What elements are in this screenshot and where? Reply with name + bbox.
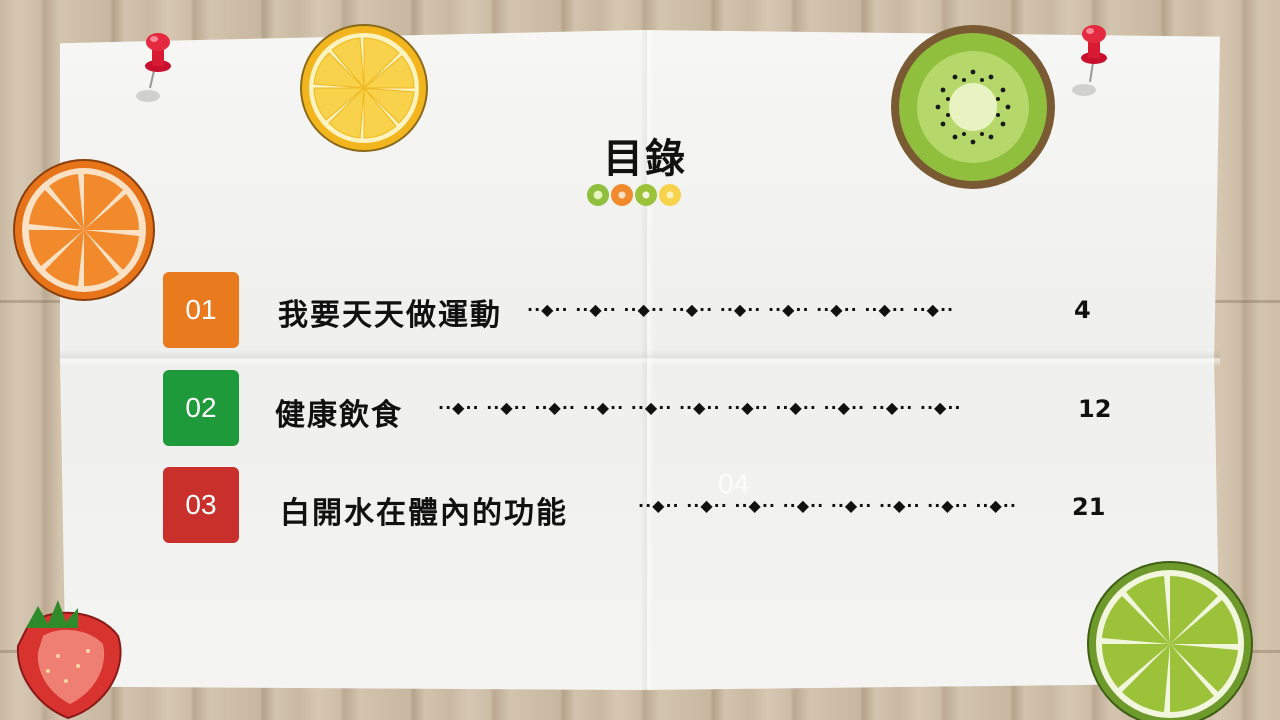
toc-number-01[interactable]: 01 <box>163 272 239 348</box>
toc-item-label[interactable]: 白開水在體內的功能 <box>280 496 568 531</box>
lime-slice-icon <box>635 184 657 206</box>
lemon-slice-icon <box>659 184 681 206</box>
orange-slice-icon <box>13 159 155 301</box>
lemon-slice-icon <box>300 24 428 152</box>
toc-item-label[interactable]: 健康飲食 <box>275 398 403 433</box>
push-pin-icon <box>136 33 171 102</box>
ghost-number-04: 04 <box>718 468 750 499</box>
toc-page-number: 4 <box>1074 296 1091 324</box>
strawberry-icon <box>16 600 122 720</box>
lime-slice-icon <box>1087 561 1253 720</box>
paper-fold-horizontal <box>60 350 1220 366</box>
toc-item-label[interactable]: 我要天天做運動 <box>278 298 502 333</box>
toc-number-03[interactable]: 03 <box>163 467 239 543</box>
toc-leader-dots: ··◆·· ··◆·· ··◆·· ··◆·· ··◆·· ··◆·· ··◆·… <box>438 398 962 417</box>
mini-fruit-row <box>587 184 681 206</box>
page-title: 目錄 <box>603 136 687 182</box>
push-pin-icon <box>1072 25 1107 96</box>
toc-leader-dots: ··◆·· ··◆·· ··◆·· ··◆·· ··◆·· ··◆·· ··◆·… <box>638 496 1017 515</box>
toc-page-number: 12 <box>1078 395 1112 423</box>
kiwi-slice-icon <box>587 184 609 206</box>
toc-page-number: 21 <box>1072 493 1106 521</box>
kiwi-slice-icon <box>891 25 1055 189</box>
orange-slice-icon <box>611 184 633 206</box>
toc-leader-dots: ··◆·· ··◆·· ··◆·· ··◆·· ··◆·· ··◆·· ··◆·… <box>527 300 955 319</box>
toc-number-02[interactable]: 02 <box>163 370 239 446</box>
